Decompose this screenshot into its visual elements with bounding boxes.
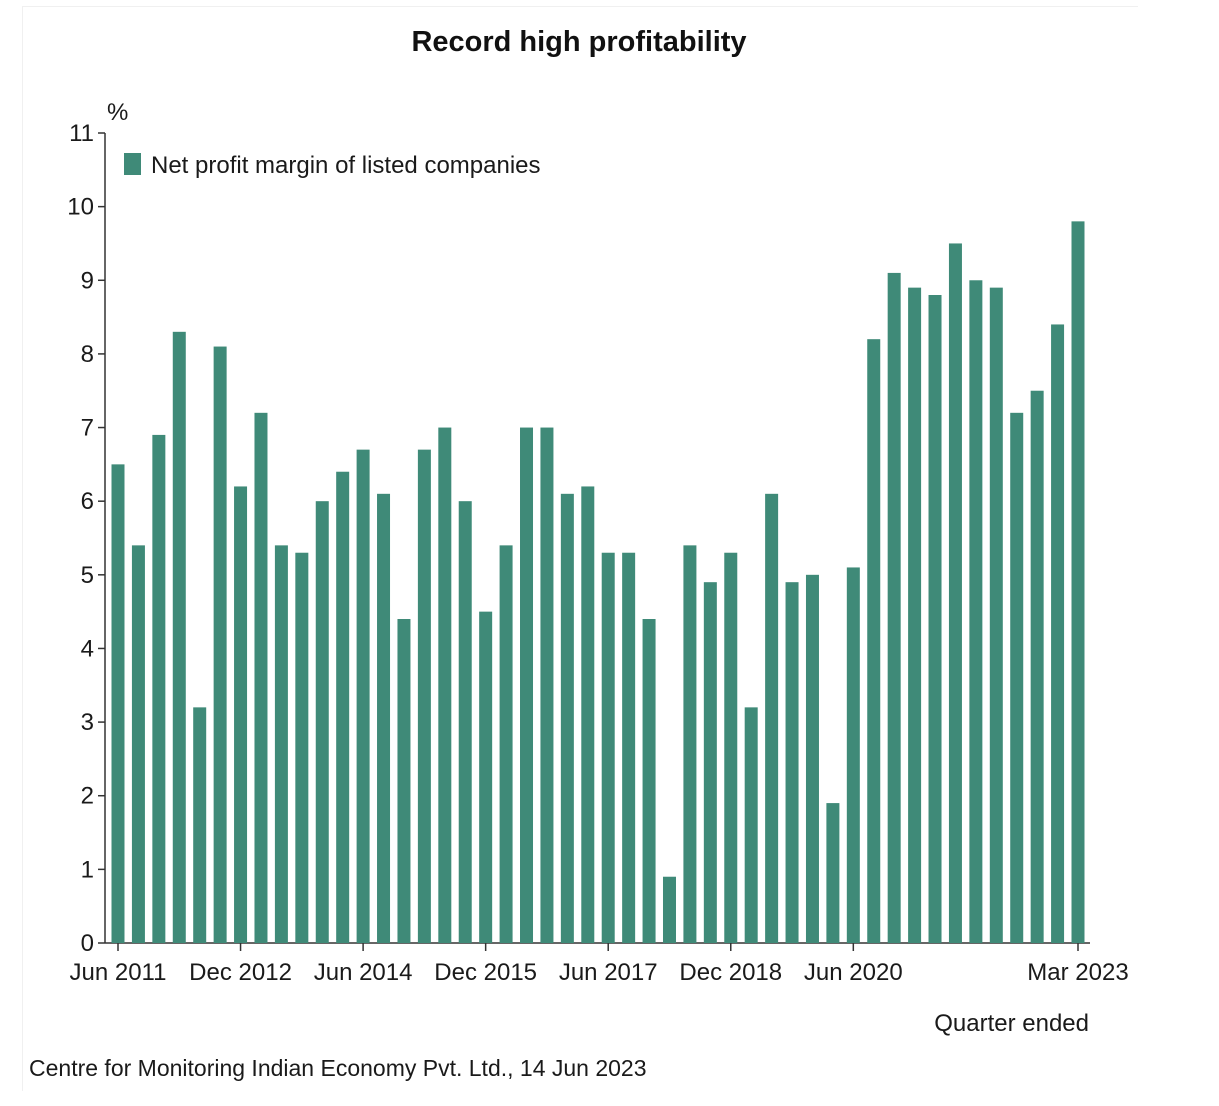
- bar: [908, 287, 922, 943]
- bar: [642, 619, 656, 943]
- bar: [622, 552, 636, 943]
- bar: [969, 280, 983, 943]
- bar: [234, 486, 248, 943]
- bar: [683, 545, 697, 943]
- chart-title: Record high profitability: [411, 26, 746, 58]
- bar: [540, 427, 554, 943]
- bar: [744, 707, 758, 943]
- bar: [826, 803, 840, 943]
- legend-label: Net profit margin of listed companies: [151, 152, 541, 179]
- y-tick-label: 9: [81, 267, 94, 294]
- bar: [520, 427, 534, 943]
- bar: [131, 545, 145, 943]
- bar: [662, 876, 676, 943]
- legend: Net profit margin of listed companies: [124, 152, 541, 179]
- bar: [601, 552, 615, 943]
- y-tick-label: 4: [81, 635, 94, 662]
- bar: [765, 493, 779, 943]
- bar: [867, 339, 881, 943]
- bar: [887, 272, 901, 943]
- bar: [724, 552, 738, 943]
- x-tick-label: Mar 2023: [1027, 959, 1128, 986]
- y-tick-label: 8: [81, 341, 94, 368]
- bar: [458, 501, 472, 943]
- legend-swatch: [124, 153, 141, 175]
- y-tick-label: 10: [67, 194, 94, 221]
- x-tick-label: Jun 2020: [804, 959, 903, 986]
- bar: [152, 434, 166, 943]
- bar: [417, 449, 431, 943]
- bar: [295, 552, 309, 943]
- bar: [274, 545, 288, 943]
- x-axis: Jun 2011 Dec 2012 Jun 2014 Dec 2015 Jun 2017…: [70, 942, 1129, 986]
- bar: [560, 493, 574, 943]
- bar: [1030, 390, 1044, 944]
- x-tick-label: Dec 2015: [434, 959, 537, 986]
- y-tick-label: 1: [81, 856, 94, 883]
- x-tick-label: Jun 2011: [70, 959, 167, 986]
- bar: [479, 611, 493, 943]
- x-tick-label: Dec 2018: [679, 959, 782, 986]
- x-tick-label: Jun 2014: [314, 959, 413, 986]
- bar-series: [111, 221, 1085, 944]
- y-axis-unit-label: %: [107, 99, 128, 126]
- bar: [948, 243, 962, 943]
- x-axis-label: Quarter ended: [934, 1010, 1089, 1037]
- bar: [805, 574, 819, 943]
- y-tick-label: 3: [81, 709, 94, 736]
- chart-panel: Record high profitability % 0 1 2 3 4 5 6 7 8 9 10…: [22, 6, 1138, 1091]
- y-axis: 0 1 2 3 4 5 6 7 8 9 10 11: [67, 120, 106, 957]
- bar: [846, 567, 860, 943]
- y-tick-label: 6: [81, 488, 94, 515]
- bar: [172, 331, 186, 943]
- bar-chart: Record high profitability % 0 1 2 3 4 5 6 7 8 9 10…: [29, 26, 1129, 1081]
- bar: [315, 501, 329, 943]
- bar: [928, 295, 942, 943]
- x-tick-label: Dec 2012: [189, 959, 292, 986]
- bar: [1071, 221, 1085, 944]
- y-tick-label: 7: [81, 415, 94, 442]
- bar: [1010, 412, 1024, 943]
- y-tick-label: 11: [69, 120, 94, 147]
- bar: [785, 582, 799, 943]
- y-tick-label: 5: [81, 562, 94, 589]
- bar: [397, 619, 411, 943]
- x-tick-label: Jun 2017: [559, 959, 658, 986]
- bar: [377, 493, 391, 943]
- bar: [336, 471, 350, 943]
- bar: [213, 346, 227, 943]
- source-note: Centre for Monitoring Indian Economy Pvt…: [29, 1055, 647, 1081]
- bar: [111, 464, 125, 943]
- bar: [438, 427, 452, 943]
- bar: [989, 287, 1003, 943]
- bar: [254, 412, 268, 943]
- bar: [1051, 324, 1065, 943]
- bar: [356, 449, 370, 943]
- y-tick-label: 2: [81, 783, 94, 810]
- bar: [499, 545, 513, 943]
- bar: [703, 582, 717, 943]
- bar: [581, 486, 595, 943]
- y-tick-label: 0: [81, 930, 94, 957]
- bar: [193, 707, 207, 943]
